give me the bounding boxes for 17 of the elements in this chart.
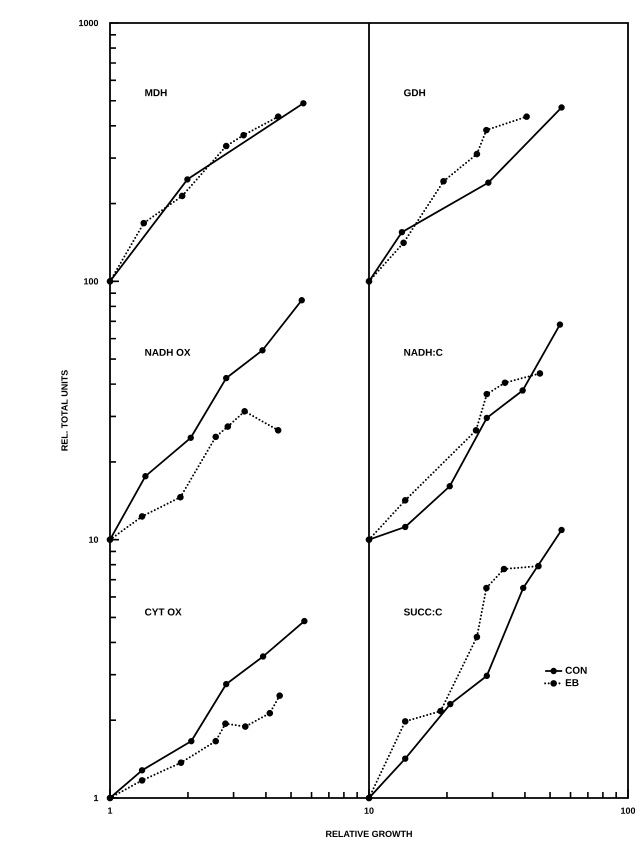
y-tick-label: 10 xyxy=(89,536,98,543)
annotation: GDH xyxy=(404,89,426,96)
x-tick-label: 10 xyxy=(364,808,374,814)
legend-label: EB xyxy=(566,679,579,686)
x-tick-label: 1 xyxy=(108,808,112,814)
x-axis-title: RELATIVE GROWTH xyxy=(326,830,412,838)
annotation: CYT OX xyxy=(145,608,182,616)
legend-label: CON xyxy=(566,666,587,674)
x-tick-label: 100 xyxy=(621,808,636,814)
annotation: SUCC:C xyxy=(404,608,442,616)
annotation: NADH:C xyxy=(404,348,443,356)
y-axis-title: REL. TOTAL UNITS xyxy=(61,370,68,451)
annotation: NADH OX xyxy=(145,348,190,356)
y-tick-label: 1000 xyxy=(79,20,98,26)
y-tick-label: 100 xyxy=(84,278,98,285)
y-tick-label: 1 xyxy=(94,794,98,802)
annotation: MDH xyxy=(145,89,167,96)
